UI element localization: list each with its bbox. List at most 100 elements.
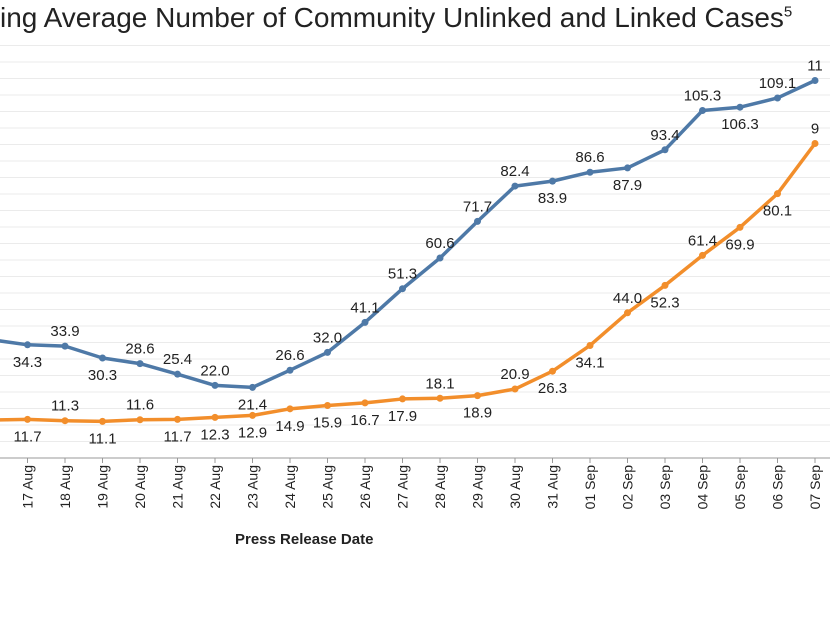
data-point <box>399 395 406 403</box>
data-point <box>249 383 256 391</box>
unlinked-data-label: 86.6 <box>575 149 604 166</box>
data-point <box>361 399 369 407</box>
unlinked-data-label: 106.3 <box>721 116 759 133</box>
data-point <box>736 223 744 231</box>
data-point <box>249 411 256 419</box>
unlinked-data-label: 82.4 <box>500 163 529 180</box>
linked-data-label: 11.6 <box>126 397 154 414</box>
data-point <box>811 76 819 84</box>
unlinked-data-label: 11 <box>807 57 823 74</box>
linked-data-label: 11.7 <box>13 428 41 445</box>
tick-label: 27 Aug <box>395 465 411 509</box>
tick-label: 18 Aug <box>57 465 73 509</box>
unlinked-data-label: 28.6 <box>125 341 154 358</box>
data-point <box>661 146 669 154</box>
data-point <box>474 392 481 400</box>
data-point <box>99 354 106 362</box>
data-point <box>699 107 706 115</box>
linked-data-label: 20.9 <box>500 366 529 383</box>
x-axis-ticks: 17 Aug 18 Aug 19 Aug 20 Aug 21 Aug 22 Aug 23 A… <box>20 458 823 510</box>
data-point <box>511 182 519 190</box>
tick-label: 20 Aug <box>132 465 148 509</box>
linked-data-label: 11.1 <box>88 430 116 447</box>
unlinked-data-label: 33.9 <box>50 323 79 340</box>
linked-data-label: 18.1 <box>425 375 454 392</box>
unlinked-data-label: 25.4 <box>163 351 192 368</box>
unlinked-data-label: 21.4 <box>238 396 267 413</box>
unlinked-data-label: 87.9 <box>613 177 642 194</box>
unlinked-data-label: 109.1 <box>759 75 797 92</box>
data-point <box>436 394 444 402</box>
data-point <box>811 140 819 148</box>
data-point <box>436 254 444 262</box>
unlinked-data-label: 26.6 <box>275 347 304 364</box>
linked-data-label: 34.1 <box>575 354 604 371</box>
data-point <box>549 367 556 375</box>
unlinked-data-label: 93.4 <box>650 127 679 144</box>
data-point <box>24 341 31 349</box>
tick-label: 26 Aug <box>357 465 373 509</box>
tick-label: 30 Aug <box>507 465 523 509</box>
data-point <box>174 415 181 423</box>
linked-data-label: 12.3 <box>200 426 229 443</box>
data-point <box>736 103 744 111</box>
data-point <box>61 417 69 425</box>
unlinked-data-label: 30.3 <box>88 367 117 384</box>
tick-label: 21 Aug <box>170 465 186 509</box>
linked-data-label: 26.3 <box>538 380 567 397</box>
data-point <box>286 366 294 374</box>
linked-data-label: 11.7 <box>163 428 191 445</box>
unlinked-data-label: 83.9 <box>538 190 567 207</box>
unlinked-series: 5.934.333.930.328.625.422.021.426.632.04… <box>0 57 823 413</box>
unlinked-data-label: 34.3 <box>13 354 42 371</box>
data-point <box>774 190 781 198</box>
linked-data-label: 15.9 <box>313 415 342 432</box>
data-point <box>549 177 556 185</box>
data-point <box>324 402 331 410</box>
tick-label: 28 Aug <box>432 465 448 509</box>
linked-data-label: 9 <box>811 121 819 138</box>
data-point <box>624 164 631 172</box>
data-point <box>774 94 781 102</box>
data-point <box>99 417 106 425</box>
linked-data-label: 14.9 <box>275 418 304 435</box>
linked-data-label: 44.0 <box>613 290 642 307</box>
tick-label: 17 Aug <box>20 465 36 509</box>
data-point <box>136 416 144 424</box>
data-point <box>24 415 31 423</box>
data-point <box>174 370 181 378</box>
chart-title: ing Average Number of Community Unlinked… <box>0 2 792 34</box>
tick-label: 01 Sep <box>582 465 598 510</box>
tick-label: 19 Aug <box>95 465 111 509</box>
tick-label: 02 Sep <box>620 465 636 510</box>
data-point <box>399 285 406 293</box>
linked-data-label: 80.1 <box>763 203 792 220</box>
linked-series: 11.7 11.3 11.1 11.6 11.7 12.3 12.9 14.9 15.9 16.7… <box>0 121 819 447</box>
chart-title-footnote: 5 <box>783 3 793 21</box>
linked-data-label: 11.3 <box>51 398 79 415</box>
data-point <box>324 348 331 356</box>
unlinked-data-label: 105.3 <box>684 88 722 105</box>
unlinked-data-label: 41.1 <box>350 299 379 316</box>
linked-data-label: 16.7 <box>350 412 379 429</box>
data-point <box>286 405 294 413</box>
tick-label: 24 Aug <box>282 465 298 509</box>
gridlines <box>0 45 830 459</box>
tick-label: 25 Aug <box>320 465 336 509</box>
tick-label: 07 Sep <box>807 465 823 510</box>
data-point <box>699 251 706 259</box>
unlinked-data-label: 22.0 <box>200 362 229 379</box>
data-point <box>624 309 631 317</box>
data-point <box>474 217 481 225</box>
data-point <box>511 385 519 393</box>
linked-data-label: 12.9 <box>238 424 267 441</box>
tick-label: 06 Sep <box>770 465 786 510</box>
tick-label: 31 Aug <box>545 465 561 509</box>
tick-label: 22 Aug <box>207 465 223 509</box>
tick-label: 23 Aug <box>245 465 261 509</box>
tick-label: 29 Aug <box>470 465 486 509</box>
chart-title-text: ing Average Number of Community Unlinked… <box>0 2 784 33</box>
data-point <box>586 341 594 349</box>
linked-data-label: 52.3 <box>650 294 679 311</box>
